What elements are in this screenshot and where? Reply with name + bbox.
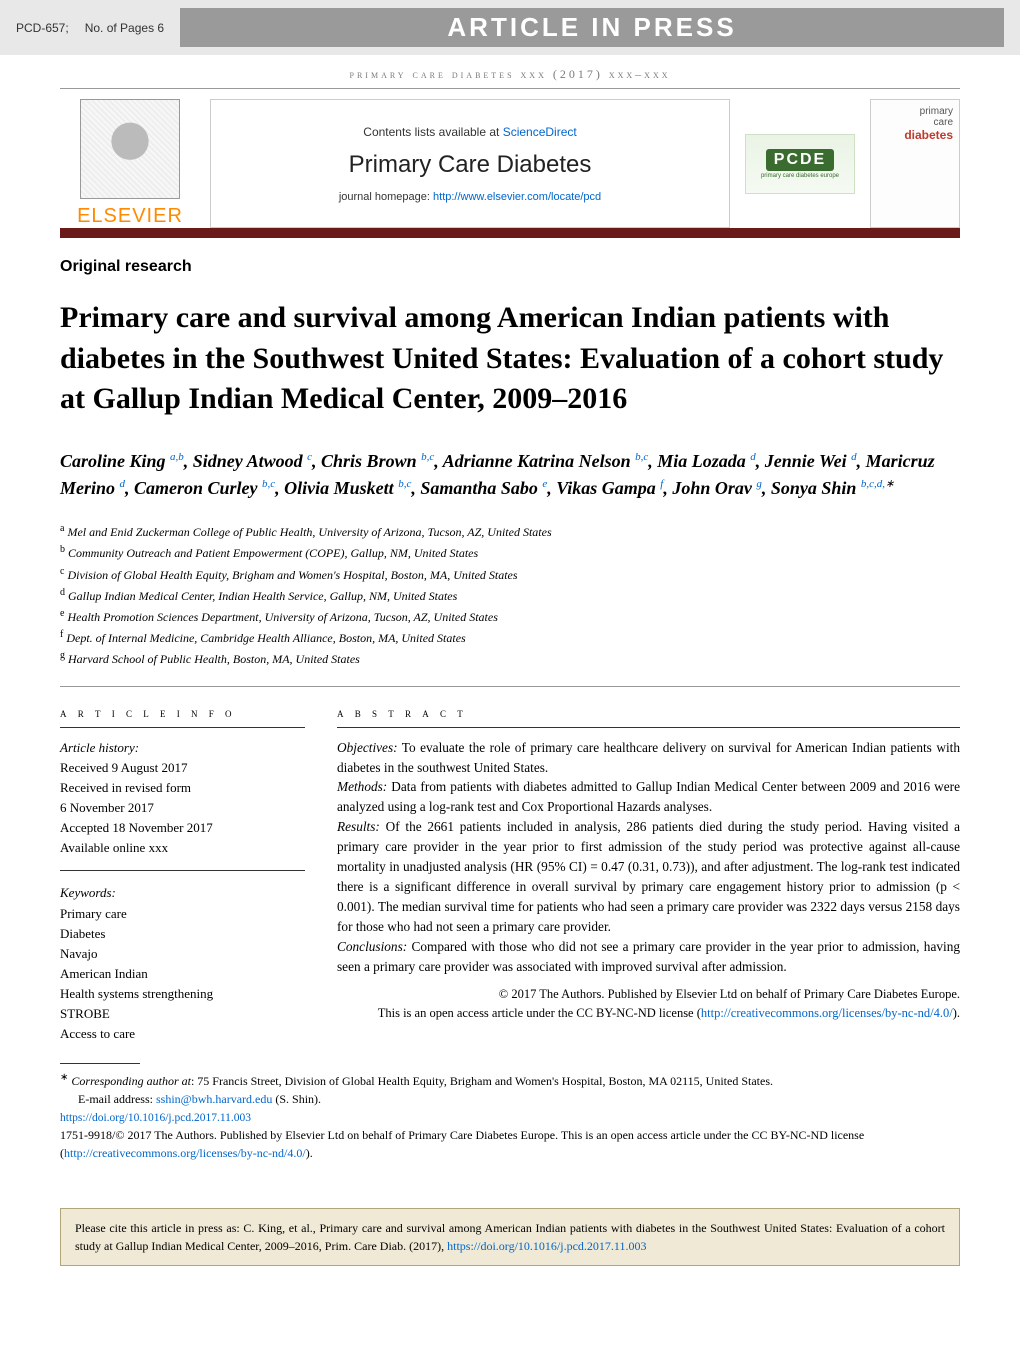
objectives-text: To evaluate the role of primary care hea… <box>337 740 960 775</box>
accepted-date: Accepted 18 November 2017 <box>60 820 213 835</box>
revised-line-1: Received in revised form <box>60 780 191 795</box>
abstract-column: a b s t r a c t Objectives: To evaluate … <box>337 705 960 1045</box>
running-head: primary care diabetes xxx (2017) xxx–xxx <box>0 55 1020 88</box>
email-who: (S. Shin). <box>272 1092 321 1106</box>
corresponding-author-footnote: ∗ Corresponding author at: 75 Francis St… <box>60 1070 960 1090</box>
section-label: Original research <box>60 258 960 276</box>
masthead-center: Contents lists available at ScienceDirec… <box>210 99 730 228</box>
received-date: Received 9 August 2017 <box>60 760 187 775</box>
article-in-press-banner: ARTICLE IN PRESS <box>180 8 1004 47</box>
cite-doi-link[interactable]: https://doi.org/10.1016/j.pcd.2017.11.00… <box>447 1239 646 1253</box>
footnote-rule <box>60 1063 140 1064</box>
info-abstract-row: a r t i c l e i n f o Article history: R… <box>60 705 960 1045</box>
rule-above-info <box>60 686 960 687</box>
cover-line-1: primary <box>920 106 953 117</box>
article-info-heading: a r t i c l e i n f o <box>60 705 305 721</box>
sciencedirect-link[interactable]: ScienceDirect <box>503 125 577 139</box>
objectives-label: Objectives: <box>337 740 398 755</box>
homepage-line: journal homepage: http://www.elsevier.co… <box>227 191 713 203</box>
revised-line-2: 6 November 2017 <box>60 800 154 815</box>
elsevier-wordmark: ELSEVIER <box>77 205 183 228</box>
doi-line: https://doi.org/10.1016/j.pcd.2017.11.00… <box>60 1108 960 1126</box>
copyright-block: © 2017 The Authors. Published by Elsevie… <box>337 985 960 1023</box>
citation-box: Please cite this article in press as: C.… <box>60 1208 960 1266</box>
journal-name: Primary Care Diabetes <box>227 147 713 183</box>
license-pre: This is an open access article under the… <box>378 1006 701 1020</box>
keywords-list: Primary careDiabetesNavajoAmerican India… <box>60 906 213 1042</box>
contents-list-line: Contents lists available at ScienceDirec… <box>227 125 713 139</box>
contents-prefix: Contents lists available at <box>363 125 502 139</box>
copyright-line: © 2017 The Authors. Published by Elsevie… <box>499 987 960 1001</box>
conclusions-text: Compared with those who did not see a pr… <box>337 939 960 974</box>
maroon-bar <box>60 228 960 238</box>
email-link[interactable]: sshin@bwh.harvard.edu <box>156 1092 272 1106</box>
top-bar: PCD-657; No. of Pages 6 ARTICLE IN PRESS <box>0 0 1020 55</box>
pcde-logo-subtitle: primary care diabetes europe <box>761 173 839 179</box>
history-label: Article history: <box>60 740 139 755</box>
corr-text: : 75 Francis Street, Division of Global … <box>191 1074 773 1088</box>
license-post: ). <box>953 1006 960 1020</box>
abstract-heading: a b s t r a c t <box>337 705 960 721</box>
issn-license-link[interactable]: http://creativecommons.org/licenses/by-n… <box>64 1146 306 1160</box>
email-footnote: E-mail address: sshin@bwh.harvard.edu (S… <box>60 1090 960 1108</box>
model-ref: PCD-657; <box>16 21 69 35</box>
article-title: Primary care and survival among American… <box>60 298 960 420</box>
main-content: Original research Primary care and survi… <box>0 258 1020 1192</box>
issn-post: ). <box>306 1146 313 1160</box>
homepage-prefix: journal homepage: <box>339 191 433 203</box>
mini-rule-1 <box>60 727 305 728</box>
abstract-body: Objectives: To evaluate the role of prim… <box>337 738 960 977</box>
elsevier-tree-icon <box>80 99 180 199</box>
cover-line-2: care <box>934 117 953 128</box>
pcde-logo: PCDE primary care diabetes europe <box>740 99 860 228</box>
mini-rule-3 <box>337 727 960 728</box>
journal-cover-thumb: primary care diabetes <box>870 99 960 228</box>
methods-text: Data from patients with diabetes admitte… <box>337 779 960 814</box>
license-link[interactable]: http://creativecommons.org/licenses/by-n… <box>701 1006 953 1020</box>
conclusions-label: Conclusions: <box>337 939 407 954</box>
page-count: No. of Pages 6 <box>85 21 164 35</box>
article-info-column: a r t i c l e i n f o Article history: R… <box>60 705 305 1045</box>
keywords-label: Keywords: <box>60 885 116 900</box>
affiliation-list: a Mel and Enid Zuckerman College of Publ… <box>60 521 960 669</box>
homepage-link[interactable]: http://www.elsevier.com/locate/pcd <box>433 191 601 203</box>
cover-line-3: diabetes <box>904 128 953 142</box>
corr-label: Corresponding author at <box>71 1074 191 1088</box>
email-label: E-mail address: <box>78 1092 156 1106</box>
pcde-logo-text: PCDE <box>766 149 834 171</box>
keywords-block: Keywords: Primary careDiabetesNavajoAmer… <box>60 883 305 1044</box>
results-label: Results: <box>337 819 380 834</box>
author-list: Caroline King a,b, Sidney Atwood c, Chri… <box>60 448 960 504</box>
issn-copyright-footnote: 1751-9918/© 2017 The Authors. Published … <box>60 1126 960 1162</box>
article-history: Article history: Received 9 August 2017 … <box>60 738 305 859</box>
masthead: ELSEVIER Contents lists available at Sci… <box>0 89 1020 228</box>
elsevier-logo-block: ELSEVIER <box>60 99 200 228</box>
methods-label: Methods: <box>337 779 387 794</box>
doi-link[interactable]: https://doi.org/10.1016/j.pcd.2017.11.00… <box>60 1112 251 1124</box>
online-date: Available online xxx <box>60 840 168 855</box>
results-text: Of the 2661 patients included in analysi… <box>337 819 960 934</box>
mini-rule-2 <box>60 870 305 871</box>
